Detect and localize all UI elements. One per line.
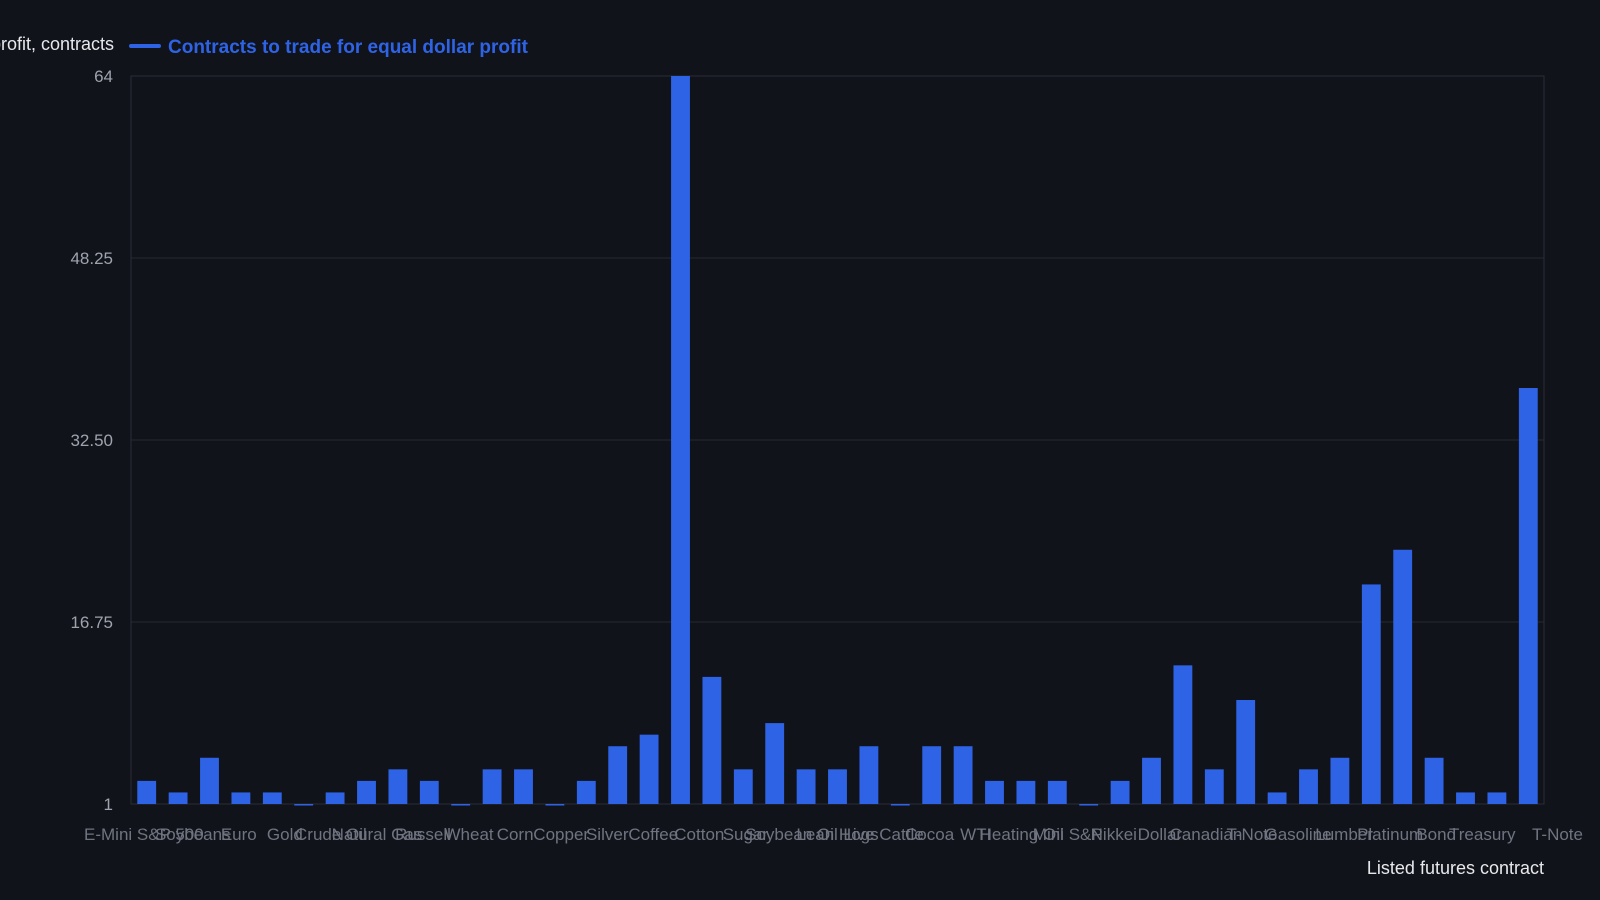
x-tick-label: Nikkei — [1091, 825, 1137, 844]
bar[interactable] — [1016, 780, 1036, 804]
y-tick-label: 48.25 — [70, 249, 113, 268]
x-tick-label: Corn — [497, 825, 534, 844]
bar[interactable] — [1518, 388, 1538, 804]
bar[interactable] — [419, 780, 439, 804]
x-tick-label: E-Mini S&P 500 — [84, 825, 204, 844]
bar[interactable] — [200, 757, 219, 804]
bar[interactable] — [828, 769, 847, 804]
x-tick-label: Mini S&P — [1033, 825, 1103, 844]
x-tick-label: Natural Gas — [332, 825, 423, 844]
x-tick-label: Sugar — [723, 825, 769, 844]
legend[interactable]: Contracts to trade for equal dollar prof… — [0, 34, 529, 58]
x-tick-label: Wheat — [445, 825, 494, 844]
bar[interactable] — [294, 804, 314, 806]
bar[interactable] — [388, 769, 408, 804]
bar[interactable] — [639, 734, 659, 804]
x-tick-label: Copper — [533, 825, 589, 844]
bar[interactable] — [890, 804, 910, 806]
bar[interactable] — [985, 780, 1004, 804]
x-tick-label: Silver — [586, 825, 629, 844]
x-axis-title: Listed futures contract — [1367, 858, 1544, 878]
x-tick-label: Gold — [267, 825, 303, 844]
bar[interactable] — [1456, 792, 1475, 804]
x-tick-label: Coffee — [628, 825, 678, 844]
x-tick-label: T-Note — [1226, 825, 1277, 844]
x-tick-label: Soybeans — [155, 825, 231, 844]
x-tick-label: Lean Hogs — [796, 825, 878, 844]
bar[interactable] — [608, 746, 628, 804]
x-tick-label: Treasury — [1449, 825, 1516, 844]
bar[interactable] — [1079, 804, 1099, 806]
legend-label: Contracts to trade for equal dollar prof… — [168, 37, 529, 58]
bar[interactable] — [451, 804, 471, 806]
bar[interactable] — [922, 746, 942, 804]
y-tick-label: 32.50 — [70, 431, 113, 450]
x-tick-label: Cocoa — [905, 825, 955, 844]
x-tick-label: Heating Oil — [980, 825, 1064, 844]
bar[interactable] — [671, 76, 690, 804]
x-tick-label: Soybean Oil — [745, 825, 838, 844]
bar[interactable] — [953, 746, 973, 804]
bar[interactable] — [1047, 780, 1067, 804]
bar[interactable] — [1424, 757, 1444, 804]
bar[interactable] — [796, 769, 816, 804]
bar[interactable] — [733, 769, 753, 804]
bar[interactable] — [1204, 769, 1224, 804]
bar[interactable] — [231, 792, 251, 804]
bar[interactable] — [1142, 757, 1161, 804]
x-tick-label: Live Cattle — [843, 825, 923, 844]
bar[interactable] — [1361, 584, 1381, 804]
x-tick-label: T-Note — [1532, 825, 1583, 844]
grid-lines — [131, 75, 1544, 805]
bar[interactable] — [137, 780, 157, 804]
x-tick-label: Cotton — [674, 825, 724, 844]
bar[interactable] — [1267, 792, 1287, 804]
x-tick-label: Crude Oil — [295, 825, 367, 844]
bar-series — [137, 76, 1538, 806]
bar[interactable] — [168, 792, 188, 804]
bar[interactable] — [1487, 792, 1507, 804]
bar[interactable] — [702, 676, 722, 804]
x-tick-label: Canadian — [1170, 825, 1243, 844]
x-tick-label: Platinum — [1357, 825, 1423, 844]
bar[interactable] — [1110, 780, 1130, 804]
x-tick-label: Gasoline — [1264, 825, 1331, 844]
bar[interactable] — [1330, 757, 1350, 804]
bar[interactable] — [482, 769, 502, 804]
y-tick-label: 64 — [94, 67, 113, 86]
x-tick-label: Euro — [221, 825, 257, 844]
bar[interactable] — [765, 723, 785, 804]
bar[interactable] — [262, 792, 282, 804]
x-tick-label: Bond — [1416, 825, 1456, 844]
bar[interactable] — [545, 804, 565, 806]
x-tick-label: WTI — [960, 825, 991, 844]
x-tick-label: Dollar — [1138, 825, 1183, 844]
bar[interactable] — [1236, 700, 1256, 804]
bar[interactable] — [357, 780, 376, 804]
bar[interactable] — [859, 746, 879, 804]
x-tick-label: Russell — [395, 825, 451, 844]
bar[interactable] — [576, 780, 596, 804]
x-tick-label: Lumber — [1315, 825, 1373, 844]
y-axis-title: Contracts to trade for equal dollar prof… — [0, 34, 114, 54]
y-tick-label: 1 — [104, 795, 113, 814]
bar[interactable] — [325, 792, 345, 804]
y-tick-label: 16.75 — [70, 613, 113, 632]
bar[interactable] — [1393, 549, 1413, 804]
bar[interactable] — [1299, 769, 1318, 804]
bar[interactable] — [1173, 665, 1193, 804]
bar[interactable] — [514, 769, 533, 804]
y-axis-ticks: 1 16.75 32.50 48.25 64 — [70, 67, 113, 814]
